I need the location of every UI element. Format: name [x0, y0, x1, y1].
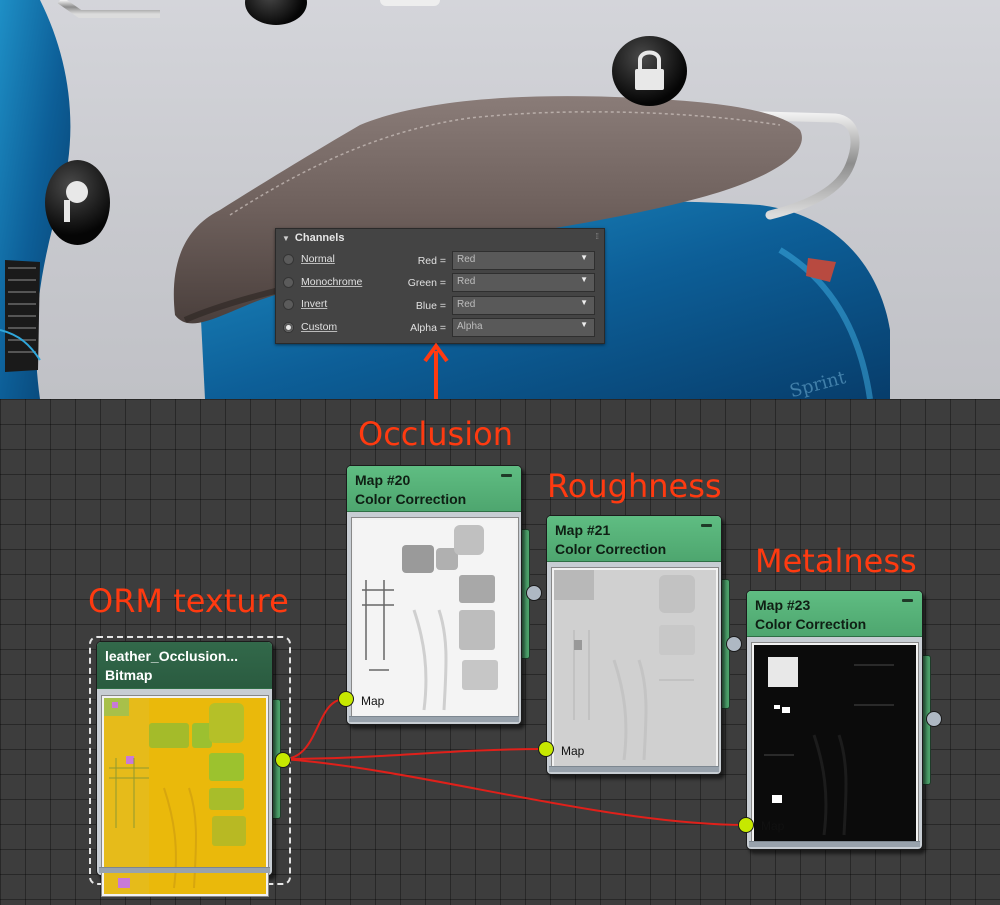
input-map-row[interactable]: Map	[547, 741, 721, 763]
map23-output-port[interactable]	[926, 711, 942, 727]
input-label: Map	[761, 819, 785, 833]
node-editor[interactable]: Occlusion Roughness Metalness ORM textur…	[0, 399, 1000, 905]
map23-input-port[interactable]	[738, 817, 754, 833]
map20-input-port[interactable]	[338, 691, 354, 707]
metalness-annotation: Metalness	[755, 542, 917, 580]
chevron-down-icon: ▼	[580, 320, 588, 329]
select-value: Red	[457, 276, 476, 287]
node-type: Color Correction	[355, 491, 467, 507]
minimize-icon[interactable]	[902, 599, 913, 602]
node-title: Map #23	[755, 597, 811, 613]
red-channel-select[interactable]: Red ▼	[452, 251, 595, 270]
node-type: Bitmap	[105, 667, 153, 683]
collapse-triangle-icon[interactable]: ▼	[282, 234, 290, 243]
map21-node[interactable]: Map #21 Color Correction Map	[546, 515, 722, 775]
green-channel-select[interactable]: Red ▼	[452, 273, 595, 292]
channels-title[interactable]: ▼ Channels	[282, 232, 344, 244]
blue-map-label: Blue =	[415, 300, 446, 312]
key-icon[interactable]	[45, 160, 110, 245]
node-title: Map #20	[355, 472, 411, 488]
radio-label: Custom	[301, 321, 338, 334]
red-map-label: Red =	[417, 255, 446, 267]
panel-grip-icon[interactable]: ⁞⁞	[595, 232, 600, 241]
metalness-thumbnail	[752, 643, 918, 843]
radio-button[interactable]	[283, 276, 294, 288]
map21-input-port[interactable]	[538, 741, 554, 757]
node-header[interactable]: leather_Occlusion... Bitmap	[97, 642, 272, 689]
radio-custom[interactable]: Custom	[283, 321, 337, 339]
input-label: Map	[561, 744, 585, 758]
map20-output-port[interactable]	[526, 585, 542, 601]
node-footer	[349, 716, 519, 722]
gizmo-handle[interactable]	[380, 0, 440, 6]
bitmap-node[interactable]: leather_Occlusion... Bitmap	[96, 641, 273, 896]
wires	[282, 698, 746, 826]
occlusion-thumbnail	[352, 518, 518, 718]
node-header[interactable]: Map #20 Color Correction	[347, 466, 521, 512]
green-map-label: Green =	[407, 277, 446, 289]
bitmap-output-port[interactable]	[275, 752, 291, 768]
radio-button[interactable]	[283, 321, 294, 333]
node-type: Color Correction	[555, 541, 667, 557]
channels-panel: ▼ Channels ⁞⁞ Normal Monochrome Invert Cu…	[275, 228, 605, 344]
chevron-down-icon: ▼	[580, 298, 588, 307]
minimize-icon[interactable]	[701, 524, 712, 527]
minimize-icon[interactable]	[501, 474, 512, 477]
radio-monochrome[interactable]: Monochrome	[283, 276, 362, 294]
input-map-row[interactable]: Map	[747, 816, 922, 838]
orm-thumbnail	[102, 696, 268, 896]
lock-icon[interactable]	[612, 36, 687, 106]
radio-button[interactable]	[283, 253, 294, 265]
map20-node[interactable]: Map #20 Color Correction Map	[346, 465, 522, 725]
node-footer	[549, 766, 719, 772]
select-value: Red	[457, 299, 476, 310]
select-value: Red	[457, 254, 476, 265]
occlusion-annotation: Occlusion	[358, 415, 513, 453]
select-value: Alpha	[457, 321, 483, 332]
input-label: Map	[361, 694, 385, 708]
chevron-down-icon: ▼	[580, 275, 588, 284]
chevron-down-icon: ▼	[580, 253, 588, 262]
viewport[interactable]: Sprint ▼ Channels ⁞⁞ Normal Monochrome In…	[0, 0, 1000, 399]
map23-node[interactable]: Map #23 Color Correction Map	[746, 590, 923, 850]
radio-normal[interactable]: Normal	[283, 253, 335, 271]
roughness-annotation: Roughness	[547, 467, 722, 505]
radio-label: Monochrome	[301, 276, 363, 289]
input-map-row[interactable]: Map	[347, 691, 521, 713]
node-header[interactable]: Map #23 Color Correction	[747, 591, 922, 637]
node-header[interactable]: Map #21 Color Correction	[547, 516, 721, 562]
node-title: Map #21	[555, 522, 611, 538]
radio-button[interactable]	[283, 298, 294, 310]
roughness-thumbnail	[552, 568, 718, 768]
node-footer	[749, 841, 920, 847]
alpha-map-label: Alpha =	[410, 322, 446, 334]
map21-output-port[interactable]	[726, 636, 742, 652]
blue-channel-select[interactable]: Red ▼	[452, 296, 595, 315]
radio-label: Normal	[301, 253, 335, 266]
radio-invert[interactable]: Invert	[283, 298, 327, 316]
node-footer	[99, 867, 270, 873]
radio-label: Invert	[301, 298, 328, 311]
arrow-up-icon	[423, 343, 449, 399]
channels-title-label: Channels	[294, 232, 345, 244]
node-title: leather_Occlusion...	[105, 648, 239, 664]
node-type: Color Correction	[755, 616, 867, 632]
alpha-channel-select[interactable]: Alpha ▼	[452, 318, 595, 337]
orm-texture-annotation: ORM texture	[88, 582, 289, 620]
